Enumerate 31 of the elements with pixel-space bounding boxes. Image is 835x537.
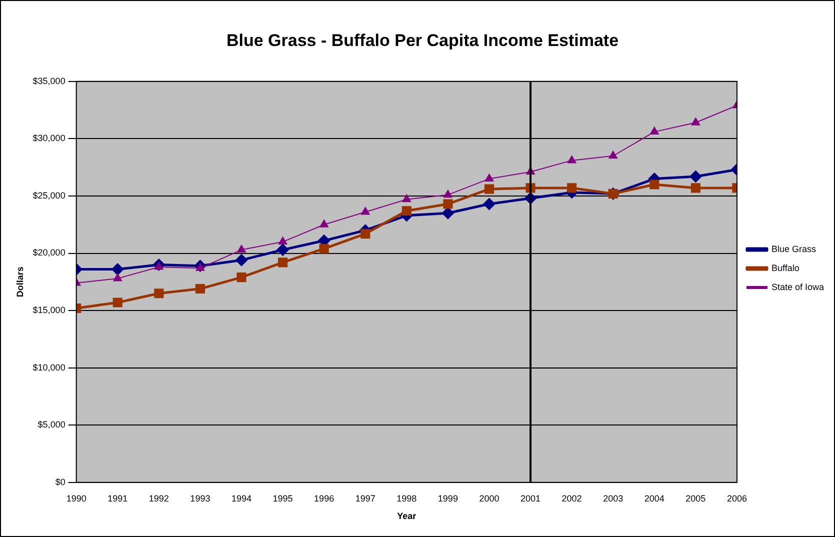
x-tick-label: 1993 [190, 493, 210, 504]
x-tick-label: 1998 [396, 493, 417, 504]
y-tick-label: $15,000 [32, 305, 66, 316]
x-axis-title: Year [397, 511, 417, 522]
y-tick-label: $35,000 [32, 76, 66, 86]
x-tick-label: 1994 [231, 493, 252, 504]
y-tick-label: $10,000 [32, 362, 66, 372]
x-tick-label: 1992 [148, 493, 169, 504]
legend-label: State of Iowa [771, 282, 824, 292]
y-tick-label: $25,000 [32, 190, 66, 200]
x-tick-label: 2000 [479, 493, 500, 504]
x-tick-label: 2003 [603, 493, 624, 504]
legend-label: Buffalo [771, 262, 800, 273]
y-tick-label: $20,000 [32, 248, 66, 258]
x-tick-label: 1991 [108, 493, 128, 504]
x-tick-label: 2001 [520, 493, 541, 504]
x-tick-label: 2005 [686, 493, 706, 504]
chart-title: Blue Grass - Buffalo Per Capita Income Estimate [226, 30, 619, 50]
x-tick-label: 1999 [438, 493, 458, 504]
y-tick-label: $0 [55, 476, 66, 487]
y-axis-title: Dollars [14, 266, 25, 298]
legend-label: Blue Grass [771, 244, 816, 254]
x-tick-label: 2006 [726, 493, 747, 504]
x-tick-label: 1997 [355, 493, 376, 504]
x-tick-label: 2004 [644, 493, 664, 504]
y-tick-label: $5,000 [38, 420, 66, 430]
x-tick-label: 1996 [314, 493, 334, 504]
x-tick-label: 2002 [562, 493, 582, 504]
y-tick-label: $30,000 [32, 133, 66, 144]
x-tick-label: 1995 [272, 493, 293, 504]
x-tick-label: 1990 [66, 493, 86, 504]
